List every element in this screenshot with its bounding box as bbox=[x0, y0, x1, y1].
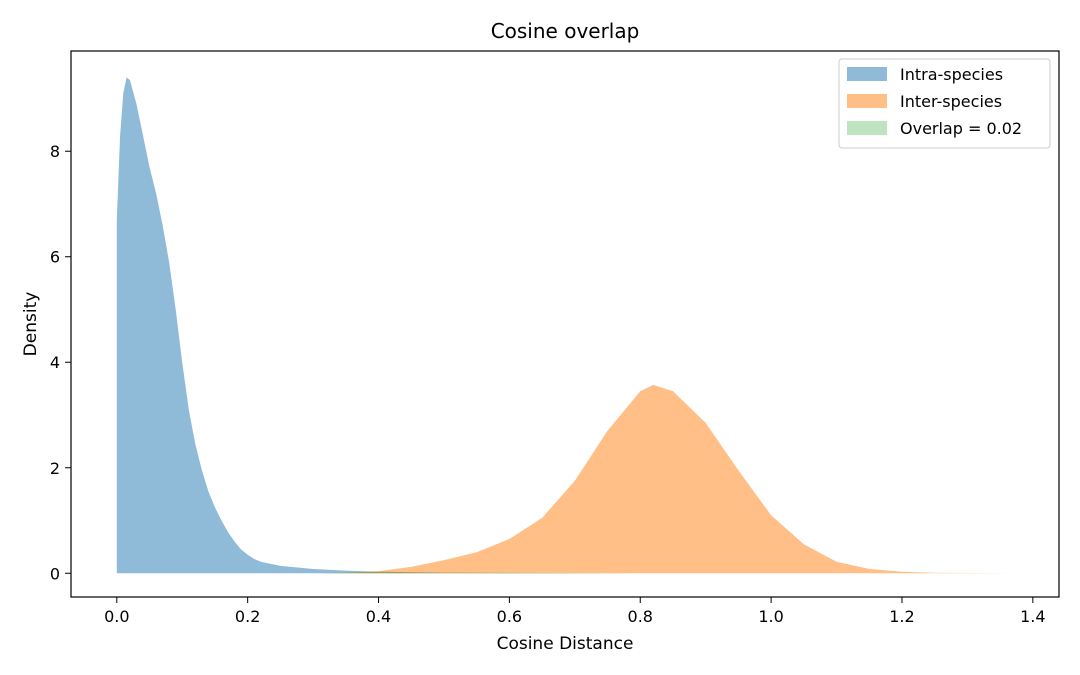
area-intra-species bbox=[116, 77, 641, 574]
series-layer bbox=[116, 77, 1020, 574]
area-inter-species bbox=[313, 384, 1020, 574]
legend-swatch bbox=[847, 121, 887, 135]
x-tick-label: 0.4 bbox=[366, 607, 391, 626]
y-tick-label: 2 bbox=[50, 459, 60, 478]
legend-swatch bbox=[847, 94, 887, 108]
y-tick-label: 0 bbox=[50, 564, 60, 583]
legend-frame bbox=[838, 58, 1051, 149]
y-tick-label: 8 bbox=[50, 142, 60, 161]
x-tick-label: 1.2 bbox=[889, 607, 914, 626]
x-tick-label: 1.4 bbox=[1020, 607, 1045, 626]
chart-title: Cosine overlap bbox=[491, 19, 640, 43]
x-tick-label: 1.0 bbox=[758, 607, 783, 626]
legend: Intra-species Inter-species Overlap = 0.02 bbox=[838, 58, 1051, 149]
y-tick-label: 4 bbox=[50, 353, 60, 372]
y-tick-label: 6 bbox=[50, 248, 60, 267]
x-axis-label: Cosine Distance bbox=[497, 634, 634, 654]
legend-label: Overlap = 0.02 bbox=[900, 119, 1022, 138]
x-tick-label: 0.8 bbox=[628, 607, 653, 626]
area-overlap-0-02 bbox=[313, 571, 641, 574]
legend-swatch bbox=[847, 67, 887, 81]
x-tick-label: 0.0 bbox=[104, 607, 129, 626]
legend-label: Inter-species bbox=[900, 92, 1002, 111]
x-tick-label: 0.2 bbox=[235, 607, 260, 626]
plot-frame bbox=[70, 50, 1060, 598]
legend-label: Intra-species bbox=[900, 65, 1003, 84]
x-axis: 0.0 0.2 0.4 0.6 0.8 1.0 1.2 1.4 bbox=[104, 597, 1046, 626]
y-axis-label: Density bbox=[21, 292, 41, 357]
x-tick-label: 0.6 bbox=[497, 607, 522, 626]
y-axis: 0 2 4 6 8 bbox=[50, 142, 71, 583]
